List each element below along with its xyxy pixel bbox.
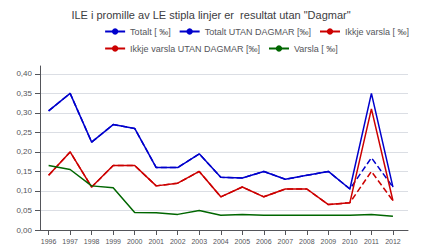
svg-text:0,25: 0,25 — [16, 128, 32, 137]
svg-text:2004: 2004 — [213, 238, 229, 245]
svg-text:2008: 2008 — [299, 238, 315, 245]
svg-text:Ikkje varsla UTAN DAGMAR [‰]: Ikkje varsla UTAN DAGMAR [‰] — [130, 44, 260, 54]
svg-text:0,15: 0,15 — [16, 167, 32, 176]
svg-text:2009: 2009 — [321, 238, 337, 245]
svg-text:0,40: 0,40 — [16, 69, 32, 78]
svg-text:0,20: 0,20 — [16, 147, 32, 156]
svg-text:0,05: 0,05 — [16, 206, 32, 215]
svg-text:2007: 2007 — [278, 238, 294, 245]
svg-text:2010: 2010 — [342, 238, 358, 245]
svg-text:0,00: 0,00 — [16, 226, 32, 235]
svg-text:ILE i promille av LE stipla li: ILE i promille av LE stipla linjer er re… — [71, 9, 350, 21]
svg-text:2003: 2003 — [191, 238, 207, 245]
svg-text:1999: 1999 — [105, 238, 121, 245]
svg-text:1998: 1998 — [84, 238, 100, 245]
svg-text:2012: 2012 — [385, 238, 401, 245]
svg-text:2005: 2005 — [235, 238, 251, 245]
svg-text:0,10: 0,10 — [16, 186, 32, 195]
svg-text:2002: 2002 — [170, 238, 186, 245]
svg-text:0,35: 0,35 — [16, 89, 32, 98]
svg-text:2000: 2000 — [127, 238, 143, 245]
svg-text:Totalt UTAN DAGMAR [‰]: Totalt UTAN DAGMAR [‰] — [205, 27, 311, 37]
svg-text:2001: 2001 — [148, 238, 164, 245]
svg-text:1997: 1997 — [62, 238, 78, 245]
svg-text:0,30: 0,30 — [16, 108, 32, 117]
svg-text:Totalt [ ‰]: Totalt [ ‰] — [130, 27, 171, 37]
svg-text:2011: 2011 — [364, 238, 379, 245]
svg-text:Varsla [ ‰]: Varsla [ ‰] — [294, 44, 338, 54]
svg-text:Ikkje varsla [ ‰]: Ikkje varsla [ ‰] — [345, 27, 409, 37]
svg-text:1996: 1996 — [41, 238, 57, 245]
svg-text:2006: 2006 — [256, 238, 272, 245]
